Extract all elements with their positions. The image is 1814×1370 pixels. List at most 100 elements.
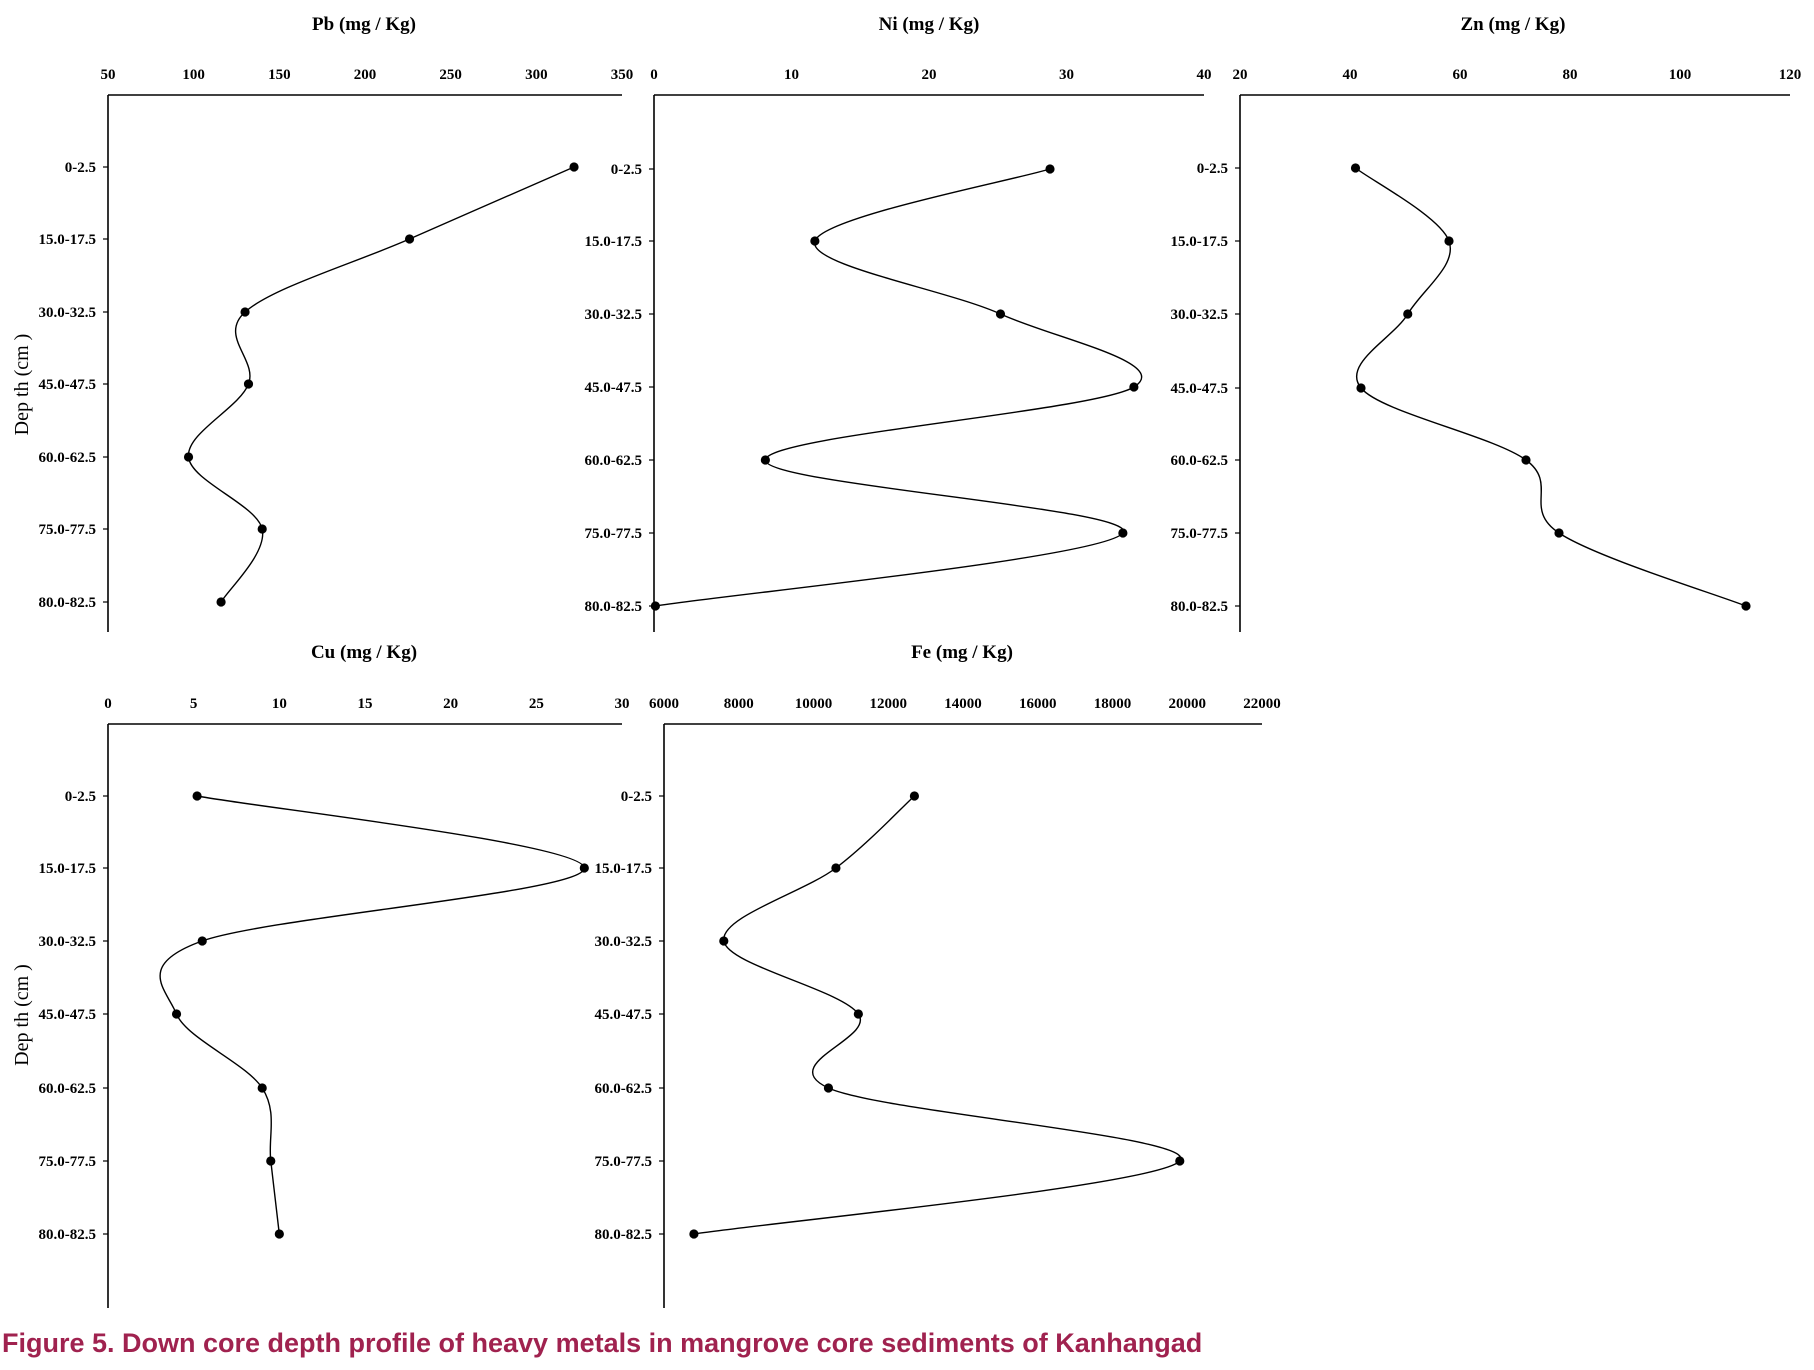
pb-x-tick-label: 200 <box>354 67 377 83</box>
fe-depth-label: 75.0-77.5 <box>595 1154 653 1170</box>
cu-data-point <box>192 791 202 801</box>
fe-depth-label: 0-2.5 <box>621 789 652 805</box>
figure-caption: Figure 5. Down core depth profile of hea… <box>2 1328 1203 1358</box>
cu-depth-label: 15.0-17.5 <box>39 861 97 877</box>
cu-data-point <box>171 1009 182 1019</box>
ni-x-tick-label: 0 <box>650 67 658 83</box>
cu-data-point <box>274 1229 284 1239</box>
cu-depth-label: 45.0-47.5 <box>39 1007 97 1023</box>
ni-depth-label: 80.0-82.5 <box>585 599 643 615</box>
cu-depth-label: 30.0-32.5 <box>39 934 97 950</box>
pb-y-axis-label: Dep th (cm ) <box>11 334 33 436</box>
pb-depth-label: 0-2.5 <box>65 160 96 176</box>
ni-depth-label: 75.0-77.5 <box>585 526 643 542</box>
fe-depth-label: 60.0-62.5 <box>595 1081 653 1097</box>
fe-depth-label: 15.0-17.5 <box>595 861 653 877</box>
fe-series-line <box>693 795 1182 1235</box>
ni-data-point <box>1118 528 1128 538</box>
zn-data-point <box>1444 236 1454 246</box>
ni-depth-label: 45.0-47.5 <box>585 380 643 396</box>
cu-depth-label: 75.0-77.5 <box>39 1154 97 1170</box>
fe-chart-title: Fe (mg / Kg) <box>911 642 1013 663</box>
zn-chart-title: Zn (mg / Kg) <box>1460 14 1565 35</box>
fe-data-point <box>909 791 920 801</box>
panel-pb: Pb (mg / Kg) 50 100 150 200 250 300 350 0-2.5 15.… <box>11 14 633 632</box>
zn-depth-label: 45.0-47.5 <box>1171 381 1229 397</box>
zn-x-tick-label: 100 <box>1669 67 1692 83</box>
ni-data-point <box>810 236 820 246</box>
ni-chart-title: Ni (mg / Kg) <box>879 14 980 35</box>
cu-x-tick-label: 25 <box>529 696 544 712</box>
cu-x-tick-label: 20 <box>443 696 458 712</box>
cu-chart-title: Cu (mg / Kg) <box>311 642 417 663</box>
zn-depth-label: 0-2.5 <box>1197 161 1228 177</box>
zn-depth-label: 80.0-82.5 <box>1171 599 1229 615</box>
pb-x-tick-label: 250 <box>439 67 462 83</box>
cu-depth-label: 80.0-82.5 <box>39 1227 97 1243</box>
zn-data-point <box>1350 163 1361 173</box>
fe-x-tick-label: 8000 <box>724 696 754 712</box>
pb-depth-label: 60.0-62.5 <box>39 450 97 466</box>
ni-x-tick-label: 30 <box>1059 67 1074 83</box>
cu-data-point <box>257 1083 267 1093</box>
fe-x-tick-label: 12000 <box>870 696 908 712</box>
ni-depth-label: 60.0-62.5 <box>585 453 643 469</box>
zn-series-line <box>1355 167 1747 607</box>
cu-x-tick-label: 5 <box>190 696 198 712</box>
cu-x-tick-label: 30 <box>615 696 630 712</box>
fe-data-point <box>823 1083 834 1093</box>
ni-x-tick-label: 40 <box>1197 67 1212 83</box>
panel-cu: Cu (mg / Kg) 0 5 10 15 20 25 30 0-2.5 15.0-17.5 30… <box>11 642 630 1308</box>
pb-data-point <box>404 234 415 244</box>
pb-depth-label: 30.0-32.5 <box>39 305 97 321</box>
fe-data-point <box>1175 1156 1185 1166</box>
cu-x-tick-label: 10 <box>272 696 287 712</box>
pb-data-point <box>240 307 250 317</box>
zn-x-tick-label: 80 <box>1563 67 1578 83</box>
pb-x-tick-label: 300 <box>525 67 548 83</box>
cu-depth-label: 60.0-62.5 <box>39 1081 97 1097</box>
pb-depth-label: 75.0-77.5 <box>39 522 97 538</box>
zn-data-point <box>1403 309 1413 319</box>
ni-data-point <box>760 455 770 465</box>
ni-data-point <box>1045 164 1055 174</box>
cu-series-line <box>159 795 586 1235</box>
pb-depth-label: 80.0-82.5 <box>39 595 97 611</box>
pb-data-point <box>569 162 579 172</box>
zn-x-tick-label: 40 <box>1343 67 1358 83</box>
pb-x-tick-label: 150 <box>268 67 291 83</box>
zn-depth-label: 15.0-17.5 <box>1171 234 1229 250</box>
pb-chart-title: Pb (mg / Kg) <box>312 14 416 35</box>
cu-x-tick-label: 15 <box>358 696 373 712</box>
cu-data-point <box>266 1156 276 1166</box>
fe-data-point <box>719 936 729 946</box>
pb-x-tick-label: 100 <box>182 67 205 83</box>
fe-x-tick-label: 22000 <box>1243 696 1281 712</box>
ni-depth-label: 15.0-17.5 <box>585 234 643 250</box>
ni-data-point <box>1129 382 1139 392</box>
ni-data-point <box>995 309 1006 319</box>
fe-depth-label: 45.0-47.5 <box>595 1007 653 1023</box>
ni-series-line <box>655 168 1143 607</box>
zn-data-point <box>1741 601 1751 611</box>
fe-depth-label: 30.0-32.5 <box>595 934 653 950</box>
pb-x-tick-label: 350 <box>611 67 634 83</box>
cu-x-tick-label: 0 <box>104 696 112 712</box>
cu-data-point <box>197 936 207 946</box>
fe-x-tick-label: 20000 <box>1169 696 1207 712</box>
cu-y-axis-label: Dep th (cm ) <box>11 964 33 1066</box>
fe-x-tick-label: 18000 <box>1094 696 1132 712</box>
ni-data-point <box>650 601 660 611</box>
cu-depth-label: 0-2.5 <box>65 789 96 805</box>
cu-data-point <box>579 863 589 873</box>
fe-x-tick-label: 10000 <box>795 696 833 712</box>
pb-data-point <box>257 524 267 534</box>
fe-data-point <box>853 1009 863 1019</box>
ni-x-tick-label: 10 <box>784 67 799 83</box>
fe-data-point <box>831 863 841 873</box>
zn-depth-label: 30.0-32.5 <box>1171 307 1229 323</box>
fe-x-tick-label: 6000 <box>649 696 679 712</box>
ni-x-tick-label: 20 <box>922 67 937 83</box>
panel-fe: Fe (mg / Kg) 6000 8000 10000 12000 14000 16000… <box>595 642 1281 1308</box>
